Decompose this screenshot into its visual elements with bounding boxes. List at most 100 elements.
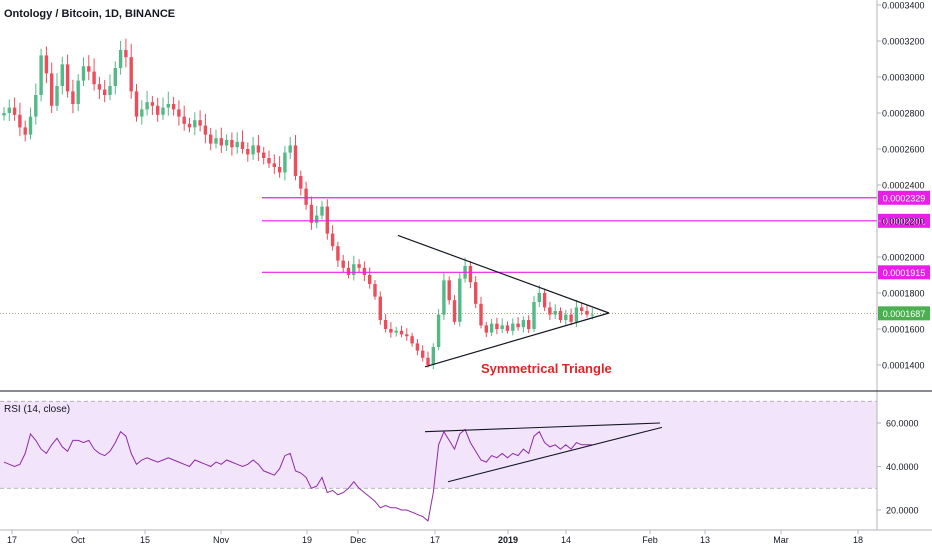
candle: [325, 199, 329, 240]
candle: [283, 146, 287, 181]
candle: [118, 40, 123, 75]
price-tick-label: 0.0002400: [882, 181, 925, 191]
candle-body: [585, 311, 589, 315]
candle: [569, 308, 573, 326]
candle: [299, 170, 303, 196]
time-tick-label: 19: [302, 535, 312, 545]
level-price-label: 0.0002201: [883, 216, 926, 226]
candle-body: [452, 300, 457, 322]
triangle-pattern: [397, 234, 610, 368]
candle: [383, 314, 388, 333]
candle-body: [564, 314, 568, 320]
candle-body: [240, 141, 245, 149]
rsi-legend: RSI (14, close): [4, 404, 71, 415]
time-tick-label: Mar: [773, 535, 789, 545]
candle: [262, 147, 266, 165]
rsi-upper-trendline[interactable]: [424, 422, 661, 433]
candle: [389, 322, 393, 338]
candle-body: [299, 176, 303, 189]
candle: [39, 48, 43, 102]
candle: [399, 325, 404, 338]
candle: [187, 117, 192, 133]
candle-body: [569, 314, 573, 322]
candle: [97, 76, 102, 100]
price-tick-label: 0.0002800: [882, 109, 925, 119]
candle-body: [368, 275, 372, 284]
rsi-lower-trendline[interactable]: [447, 426, 663, 483]
candle-body: [256, 145, 261, 153]
candle: [542, 288, 547, 312]
candle: [87, 55, 91, 81]
candle-body: [505, 325, 510, 331]
candle: [521, 316, 526, 333]
candle-body: [134, 91, 139, 117]
candle-body: [272, 163, 276, 167]
candle-body: [39, 55, 43, 95]
price-tick-label: 0.0003400: [882, 1, 925, 11]
price-tick-label: 0.0002200: [882, 217, 925, 227]
candle-body: [521, 320, 526, 328]
chart-title: Ontology / Bitcoin, 1D, BINANCE: [4, 8, 176, 20]
candle: [246, 142, 250, 162]
candle: [362, 261, 367, 282]
candle: [458, 271, 462, 327]
candle: [7, 99, 11, 122]
candle: [103, 80, 107, 103]
candle-body: [267, 158, 271, 164]
candle: [309, 196, 314, 230]
candle: [44, 46, 49, 84]
candle: [436, 309, 441, 351]
candle-body: [55, 86, 59, 106]
candle: [277, 156, 282, 178]
candle: [495, 317, 499, 335]
candle: [558, 307, 563, 323]
candle-body: [383, 320, 388, 329]
time-tick-label: 18: [853, 535, 863, 545]
candle: [198, 110, 202, 132]
candle-body: [182, 116, 186, 124]
candle: [532, 295, 536, 332]
candle-body: [251, 145, 255, 155]
candle-body: [315, 215, 319, 223]
candle: [394, 326, 398, 337]
candle-body: [177, 109, 181, 117]
candle-body: [341, 260, 345, 268]
triangle-upper-trendline[interactable]: [397, 234, 610, 314]
candle-body: [283, 152, 287, 173]
candle-body: [474, 282, 478, 304]
level-price-tag: [878, 190, 930, 205]
candle-body: [171, 104, 176, 110]
candle-body: [495, 323, 499, 329]
candle-body: [23, 127, 27, 135]
candle-body: [489, 323, 494, 333]
candle: [224, 134, 229, 152]
candle: [209, 127, 213, 151]
candle-body: [330, 233, 335, 247]
candle-body: [574, 307, 579, 322]
candle: [537, 285, 541, 308]
candle: [320, 200, 324, 220]
candle: [71, 79, 75, 114]
candle: [484, 321, 488, 338]
candle-body: [516, 323, 520, 328]
candle: [156, 97, 160, 122]
candle-body: [140, 109, 144, 117]
candle: [92, 58, 96, 91]
time-tick-label: 2019: [498, 535, 518, 545]
candle: [182, 105, 186, 131]
candle-body: [426, 357, 430, 365]
candle-body: [548, 307, 552, 315]
candle: [219, 127, 223, 153]
candle: [511, 318, 515, 336]
triangle-lower-trendline[interactable]: [424, 312, 610, 368]
horizontal-levels: 0.0002329 0.0002201 0.0001915 0.0001687: [0, 190, 930, 321]
candle: [272, 154, 276, 175]
candle: [145, 90, 149, 116]
candle: [352, 255, 356, 281]
candle: [34, 83, 38, 125]
candle-body: [484, 325, 488, 333]
candle-body: [219, 138, 223, 146]
